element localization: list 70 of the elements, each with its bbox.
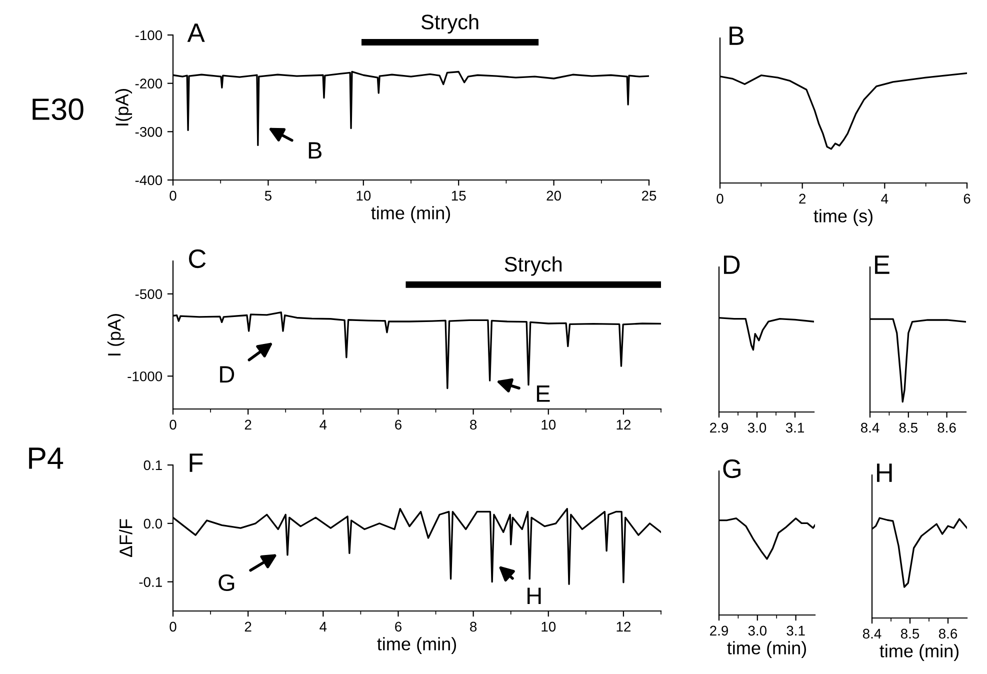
x-tick-label: 10	[356, 190, 371, 201]
x-tick-label: 5	[264, 190, 272, 201]
x-tick-label: 20	[546, 190, 561, 201]
annotation: H	[528, 588, 541, 604]
x-tick-label: 8	[470, 622, 477, 632]
x-axis-title: time (min)	[371, 206, 450, 223]
x-axis-title: time (min)	[727, 641, 806, 658]
x-axis-title: time (min)	[377, 637, 456, 654]
y-tick-label: 0.1	[144, 460, 162, 470]
annotation: E	[536, 386, 550, 402]
x-tick-label: 6	[395, 420, 402, 430]
y-tick-label: -1000	[128, 371, 162, 382]
annotation: F	[190, 454, 203, 472]
y-axis-title: I (pA)	[107, 314, 124, 356]
x-tick-label: 6	[395, 622, 402, 632]
y-tick-label: -300	[135, 127, 162, 137]
annotation: C	[188, 249, 206, 268]
x-tick-label: 2.9	[710, 422, 728, 433]
x-tick-label: 8.6	[938, 422, 956, 433]
y-tick-label: -500	[135, 289, 162, 300]
y-axis-title: ΔF/F	[119, 519, 132, 558]
x-tick-label: 3.0	[748, 422, 766, 433]
band-label: Strych	[504, 256, 562, 276]
x-tick-label: 10	[542, 622, 556, 632]
x-tick-label: 2	[244, 622, 252, 632]
x-tick-label: 8.5	[900, 628, 920, 639]
annotation: B	[308, 142, 322, 159]
x-tick-label: 8.4	[862, 628, 882, 639]
text: G	[723, 459, 740, 478]
x-tick-label: 6	[964, 194, 970, 204]
x-axis-title: time (min)	[880, 644, 959, 661]
x-tick-label: 0	[170, 190, 176, 201]
x-tick-label: 25	[642, 190, 656, 201]
x-tick-label: 3.1	[786, 626, 805, 636]
annotation: D	[220, 366, 234, 383]
text: E30	[32, 98, 84, 120]
x-tick-label: 0	[170, 420, 176, 430]
x-tick-label: 8.6	[938, 628, 958, 639]
y-tick-label: -400	[135, 175, 162, 186]
x-axis-title: time (s)	[814, 209, 872, 226]
band-label: Strych	[421, 14, 478, 34]
x-tick-label: 8	[470, 420, 477, 430]
x-tick-label: 15	[452, 190, 466, 201]
y-tick-label: -100	[135, 30, 162, 40]
x-tick-label: 2	[244, 420, 252, 430]
x-tick-label: 3.0	[748, 626, 767, 636]
text: P4	[29, 448, 64, 469]
text: E	[875, 256, 890, 274]
x-tick-label: 2.9	[710, 626, 728, 636]
annotation: G	[218, 574, 234, 592]
text: B	[730, 26, 744, 45]
y-axis-title: I(pA)	[115, 89, 132, 126]
x-tick-label: 0	[716, 194, 724, 204]
x-tick-label: 4	[881, 194, 888, 204]
y-tick-label: -200	[135, 78, 162, 89]
x-tick-label: 8.4	[860, 422, 880, 433]
x-tick-label: 3.1	[786, 422, 804, 433]
y-tick-label: -0.1	[139, 577, 162, 587]
x-tick-label: 2	[799, 194, 806, 204]
x-tick-label: 12	[616, 420, 630, 430]
x-tick-label: 4	[320, 622, 327, 632]
x-tick-label: 12	[616, 622, 630, 632]
y-tick-label: 0.0	[144, 518, 162, 529]
x-tick-label: 4	[320, 420, 327, 430]
x-tick-label: 10	[542, 420, 556, 430]
text: H	[877, 464, 892, 482]
text: D	[724, 256, 740, 274]
x-tick-label: 8.5	[899, 422, 918, 433]
annotation: A	[187, 24, 205, 42]
x-tick-label: 0	[170, 622, 176, 632]
